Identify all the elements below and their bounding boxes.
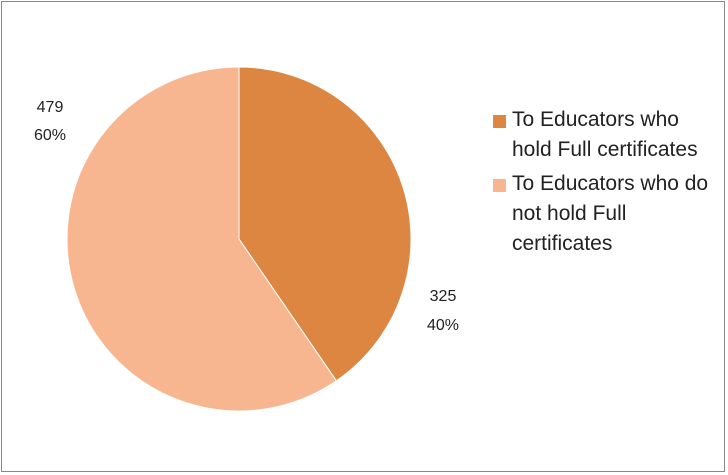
legend-item-not-full: To Educators who do not hold Full certif… — [493, 169, 718, 259]
legend-swatch-full — [493, 115, 506, 128]
legend: To Educators who hold Full certificates … — [493, 105, 718, 263]
legend-label-not-full: To Educators who do not hold Full certif… — [512, 172, 709, 255]
legend-swatch-not-full — [493, 179, 506, 192]
pie-slice-1 — [66, 66, 338, 412]
legend-label-full: To Educators who hold Full certificates — [512, 108, 698, 161]
data-label-value-1: 479 — [37, 99, 64, 116]
data-label-percent-0: 40% — [427, 317, 459, 334]
data-label-value-0: 325 — [430, 288, 457, 305]
pie-slice-0 — [238, 66, 412, 382]
data-label-percent-1: 60% — [34, 127, 66, 144]
legend-item-full: To Educators who hold Full certificates — [493, 105, 718, 165]
